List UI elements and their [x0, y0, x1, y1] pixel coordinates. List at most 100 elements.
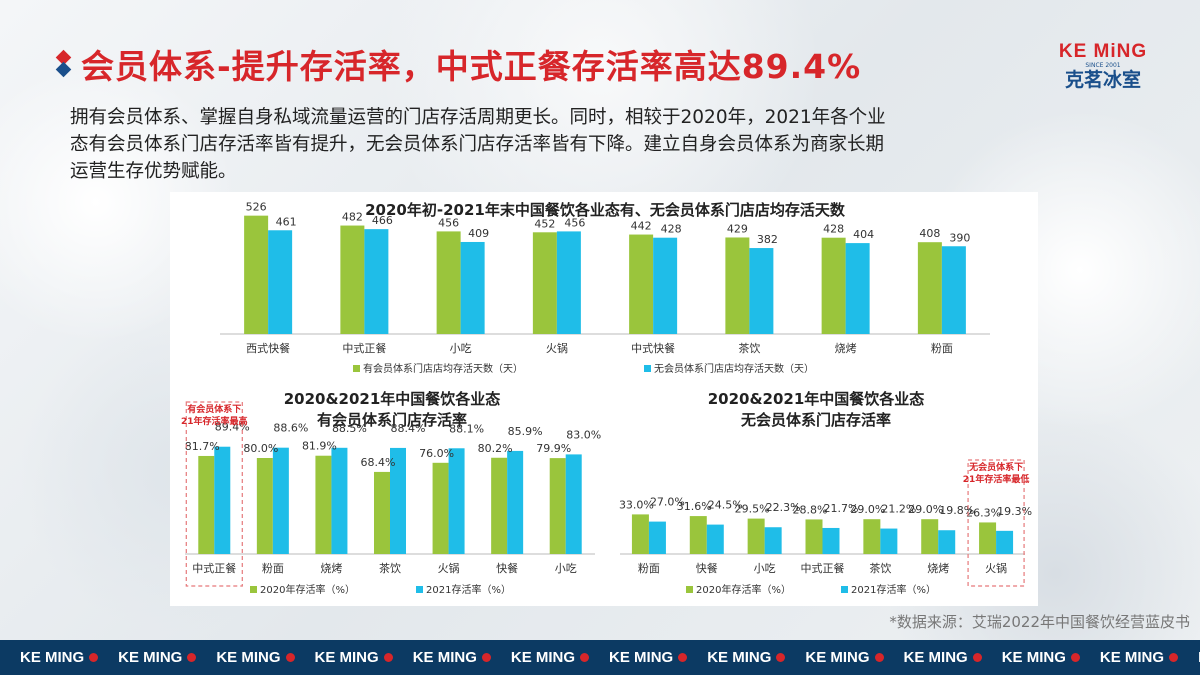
data-label-series-1: 429	[727, 222, 748, 235]
legend-label: 2020年存活率（%）	[696, 583, 791, 596]
bar-series-1	[921, 519, 939, 554]
category-tick-label: 茶饮	[379, 562, 401, 575]
bar-series-1	[315, 455, 332, 554]
logo-tagline: SINCE 2001	[1085, 62, 1121, 69]
data-label-series-2: 390	[949, 231, 970, 244]
footer-brand-strip: KE MING KE MING KE MING KE MING KE MING KE MI…	[0, 640, 1200, 675]
data-label-series-2: 409	[468, 227, 489, 240]
footer-dot-icon	[383, 653, 393, 662]
data-label-series-2: 19.3%	[997, 505, 1032, 518]
data-label-series-1: 80.2%	[478, 442, 513, 455]
source-note: *数据来源：艾瑞2022年中国餐饮经营蓝皮书	[889, 613, 1190, 631]
bar-series-1	[549, 458, 566, 554]
footer-brand-item: KE MING	[315, 649, 393, 666]
data-label-series-2: 21.7%	[824, 502, 859, 515]
data-label-series-1: 68.4%	[361, 456, 396, 469]
bar-series-2	[653, 237, 678, 334]
footer-brand-text: KE MING	[609, 649, 674, 666]
bar-series-2	[880, 528, 898, 554]
legend-label: 2020年存活率（%）	[260, 583, 355, 596]
footer-brand-item: KE MING	[904, 649, 982, 666]
bar-series-1	[244, 215, 269, 334]
category-tick-label: 快餐	[496, 561, 518, 575]
category-tick-label: 中式正餐	[801, 561, 845, 575]
category-tick-label: 中式快餐	[631, 341, 675, 355]
footer-dot-icon	[481, 653, 491, 662]
category-tick-label: 烧烤	[835, 341, 857, 355]
annotation-text: 21年存活率最高	[181, 415, 248, 427]
body-line: 拥有会员体系、掌握自身私域流量运营的门店存活周期更长。同时，相较于2020年，2…	[70, 107, 886, 128]
bar-series-1	[532, 232, 557, 334]
bar-series-1	[979, 522, 997, 554]
footer-brand-item: KE MING	[20, 649, 99, 666]
category-tick-label: 烧烤	[927, 561, 949, 575]
data-label-series-1: 80.0%	[243, 442, 278, 455]
legend-swatch	[416, 586, 423, 593]
bar-series-2	[845, 243, 870, 334]
footer-brand-text: KE MING	[510, 649, 576, 666]
footer-brand-item: KE MING	[118, 649, 197, 666]
legend-swatch	[353, 365, 360, 372]
data-label-series-1: 81.9%	[302, 440, 337, 453]
bar-series-1	[629, 234, 654, 334]
annotation-highlight-box	[967, 459, 1025, 587]
footer-dot-icon	[580, 653, 590, 662]
bar-series-2	[764, 527, 782, 554]
category-tick-label: 小吃	[754, 562, 776, 575]
bar-series-2	[648, 521, 666, 554]
title-row: 会员体系-提升存活率，中式正餐存活率高达89.4%	[55, 40, 861, 88]
data-label-series-2: 88.1%	[449, 422, 484, 435]
bar-series-2	[938, 530, 956, 554]
data-label-series-1: 408	[919, 227, 940, 240]
bar-series-1	[805, 519, 823, 554]
data-label-series-2: 83.0%	[566, 428, 601, 441]
data-label-series-1: 442	[631, 220, 652, 233]
diamond-bullet-icon	[55, 49, 73, 78]
footer-brand-text: KE MING	[707, 649, 772, 666]
bar-series-2	[364, 229, 389, 334]
legend-swatch	[250, 586, 257, 593]
legend-swatch	[644, 365, 651, 372]
logo-chinese: 克茗冰室	[1064, 69, 1141, 91]
chart-title: 2020&2021年中国餐饮各业态	[284, 390, 501, 408]
data-label-series-2: 382	[757, 233, 778, 246]
data-label-series-2: 21.2%	[881, 503, 916, 516]
bar-series-1	[340, 225, 365, 334]
data-label-series-1: 29.5%	[735, 503, 770, 516]
data-label-series-2: 89.4%	[215, 421, 250, 434]
category-tick-label: 火锅	[546, 342, 568, 355]
data-label-series-1: 26.3%	[966, 506, 1001, 519]
data-label-series-2: 27.0%	[650, 496, 685, 509]
legend-label: 2021存活率（%）	[851, 583, 936, 596]
data-label-series-2: 428	[661, 223, 682, 236]
footer-brand-text: KE MING	[314, 649, 379, 666]
data-label-series-1: 29.0%	[908, 503, 943, 516]
data-label-series-2: 88.5%	[332, 422, 367, 435]
data-label-series-2: 456	[564, 216, 585, 229]
annotation-highlight-box	[185, 401, 243, 587]
bar-series-2	[331, 447, 348, 554]
footer-brand-text: KE MING	[20, 649, 85, 666]
bar-series-1	[725, 237, 750, 334]
category-tick-label: 中式正餐	[342, 341, 386, 355]
footer-dot-icon	[972, 653, 982, 662]
footer-brand-text: KE MING	[1198, 649, 1200, 666]
footer-brand-text: KE MING	[216, 649, 281, 666]
body-line: 运营生存优势赋能。	[70, 161, 237, 182]
legend-label: 2021存活率（%）	[426, 583, 511, 596]
footer-brand-item: KE MING	[1198, 649, 1200, 666]
bar-series-2	[556, 231, 581, 334]
data-label-series-1: 76.0%	[419, 447, 454, 460]
data-label-series-1: 428	[823, 223, 844, 236]
legend-swatch	[686, 586, 693, 593]
data-label-series-1: 31.6%	[677, 500, 712, 513]
bar-series-2	[460, 241, 485, 334]
category-tick-label: 火锅	[438, 562, 460, 575]
legend-label: 无会员体系门店店均存活天数（天）	[654, 362, 814, 375]
bar-series-1	[432, 462, 449, 554]
data-label-series-1: 456	[438, 216, 459, 229]
bar-series-2	[214, 446, 231, 554]
data-label-series-2: 88.4%	[391, 422, 426, 435]
footer-dot-icon	[776, 653, 786, 662]
footer-dot-icon	[285, 653, 295, 662]
